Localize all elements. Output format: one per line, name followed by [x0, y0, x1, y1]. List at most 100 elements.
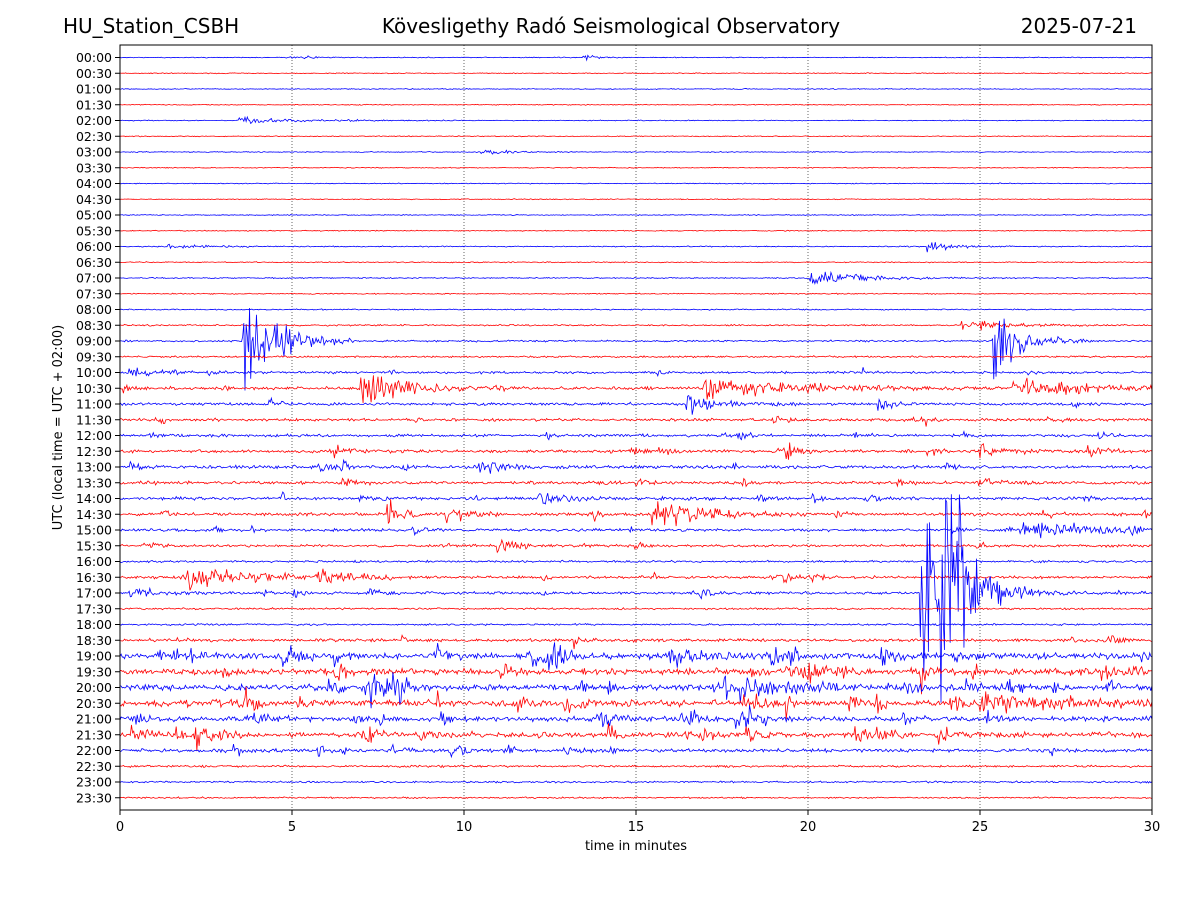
trace-23:30 [119, 796, 1153, 800]
trace-23:00 [119, 780, 1153, 784]
y-tick-label-21:30: 21:30 [76, 727, 112, 742]
y-tick-label-23:30: 23:30 [76, 790, 112, 805]
y-tick-label-22:30: 22:30 [76, 759, 112, 774]
trace-16:00 [119, 559, 1153, 564]
y-tick-label-03:00: 03:00 [76, 145, 112, 160]
trace-15:00 [119, 522, 1153, 539]
trace-22:00 [119, 743, 1153, 759]
station-name: HU_Station_CSBH [63, 14, 240, 38]
x-tick-label-10: 10 [456, 820, 473, 835]
trace-11:00 [119, 394, 1153, 415]
y-tick-label-20:00: 20:00 [76, 680, 112, 695]
trace-15:30 [119, 538, 1153, 554]
trace-12:30 [119, 442, 1153, 460]
y-tick-label-07:30: 07:30 [76, 286, 112, 301]
trace-07:00 [119, 270, 1153, 286]
y-tick-label-01:30: 01:30 [76, 97, 112, 112]
y-tick-label-08:00: 08:00 [76, 302, 112, 317]
trace-21:30 [119, 723, 1153, 751]
y-tick-label-10:00: 10:00 [76, 365, 112, 380]
trace-05:30 [119, 229, 1153, 232]
y-tick-label-19:30: 19:30 [76, 664, 112, 679]
y-tick-label-12:00: 12:00 [76, 428, 112, 443]
trace-20:00 [119, 672, 1153, 709]
y-tick-label-16:00: 16:00 [76, 554, 112, 569]
trace-00:00 [119, 54, 1153, 62]
trace-04:30 [119, 198, 1153, 201]
y-tick-label-06:00: 06:00 [76, 239, 112, 254]
y-tick-label-02:30: 02:30 [76, 129, 112, 144]
trace-22:30 [119, 764, 1153, 769]
y-tick-label-01:00: 01:00 [76, 82, 112, 97]
y-tick-label-19:00: 19:00 [76, 649, 112, 664]
trace-08:00 [119, 308, 1153, 311]
x-tick-label-0: 0 [116, 820, 124, 835]
y-tick-label-09:00: 09:00 [76, 334, 112, 349]
y-tick-label-08:30: 08:30 [76, 318, 112, 333]
trace-18:30 [119, 634, 1153, 650]
y-tick-label-04:30: 04:30 [76, 192, 112, 207]
y-tick-label-16:30: 16:30 [76, 570, 112, 585]
y-tick-label-03:30: 03:30 [76, 160, 112, 175]
x-axis-ticks: 0 5 10 15 20 25 30 [116, 810, 1160, 835]
trace-17:00 [119, 494, 1153, 703]
trace-08:30 [119, 320, 1153, 331]
trace-04:00 [119, 182, 1153, 185]
trace-01:00 [119, 87, 1153, 91]
seismic-traces [119, 54, 1153, 800]
y-tick-label-20:30: 20:30 [76, 696, 112, 711]
trace-06:30 [119, 261, 1153, 264]
trace-13:00 [119, 458, 1153, 474]
trace-09:00 [119, 307, 1153, 391]
y-tick-label-05:00: 05:00 [76, 208, 112, 223]
y-tick-label-09:30: 09:30 [76, 349, 112, 364]
y-tick-label-14:00: 14:00 [76, 491, 112, 506]
trace-10:00 [119, 367, 1153, 378]
trace-00:30 [119, 72, 1153, 75]
trace-02:30 [119, 135, 1153, 138]
y-tick-label-14:30: 14:30 [76, 507, 112, 522]
y-tick-label-13:30: 13:30 [76, 475, 112, 490]
trace-07:30 [119, 292, 1153, 295]
trace-03:00 [119, 149, 1153, 155]
trace-19:00 [119, 642, 1153, 671]
y-tick-label-15:00: 15:00 [76, 523, 112, 538]
y-tick-label-23:00: 23:00 [76, 775, 112, 790]
x-tick-label-25: 25 [972, 820, 989, 835]
trace-02:00 [119, 115, 1153, 125]
y-tick-label-11:30: 11:30 [76, 412, 112, 427]
x-tick-label-5: 5 [288, 820, 296, 835]
y-tick-label-15:30: 15:30 [76, 538, 112, 553]
y-tick-label-21:00: 21:00 [76, 712, 112, 727]
y-axis-ticks: 00:0000:3001:0001:3002:0002:3003:0003:30… [76, 50, 120, 805]
chart-date: 2025-07-21 [1020, 14, 1137, 38]
y-tick-label-17:00: 17:00 [76, 586, 112, 601]
chart-title: Kövesligethy Radó Seismological Observat… [381, 14, 841, 38]
x-tick-label-15: 15 [628, 820, 645, 835]
trace-13:30 [119, 477, 1153, 488]
trace-11:30 [119, 415, 1153, 427]
y-tick-label-22:00: 22:00 [76, 743, 112, 758]
y-tick-label-07:00: 07:00 [76, 271, 112, 286]
trace-03:30 [119, 166, 1153, 169]
y-tick-label-04:00: 04:00 [76, 176, 112, 191]
y-tick-label-11:00: 11:00 [76, 397, 112, 412]
y-tick-label-18:30: 18:30 [76, 633, 112, 648]
trace-17:30 [119, 607, 1153, 611]
y-tick-label-00:00: 00:00 [76, 50, 112, 65]
y-tick-label-00:30: 00:30 [76, 66, 112, 81]
trace-01:30 [119, 103, 1153, 106]
y-tick-label-06:30: 06:30 [76, 255, 112, 270]
y-tick-label-02:00: 02:00 [76, 113, 112, 128]
trace-12:00 [119, 430, 1153, 441]
x-tick-label-30: 30 [1144, 820, 1161, 835]
trace-06:00 [119, 242, 1153, 253]
trace-18:00 [119, 622, 1153, 627]
trace-19:30 [119, 662, 1153, 695]
trace-14:00 [119, 491, 1153, 505]
y-tick-label-18:00: 18:00 [76, 617, 112, 632]
y-axis-label: UTC (local time = UTC + 02:00) [51, 325, 66, 530]
trace-16:30 [119, 568, 1153, 591]
trace-21:00 [119, 705, 1153, 730]
